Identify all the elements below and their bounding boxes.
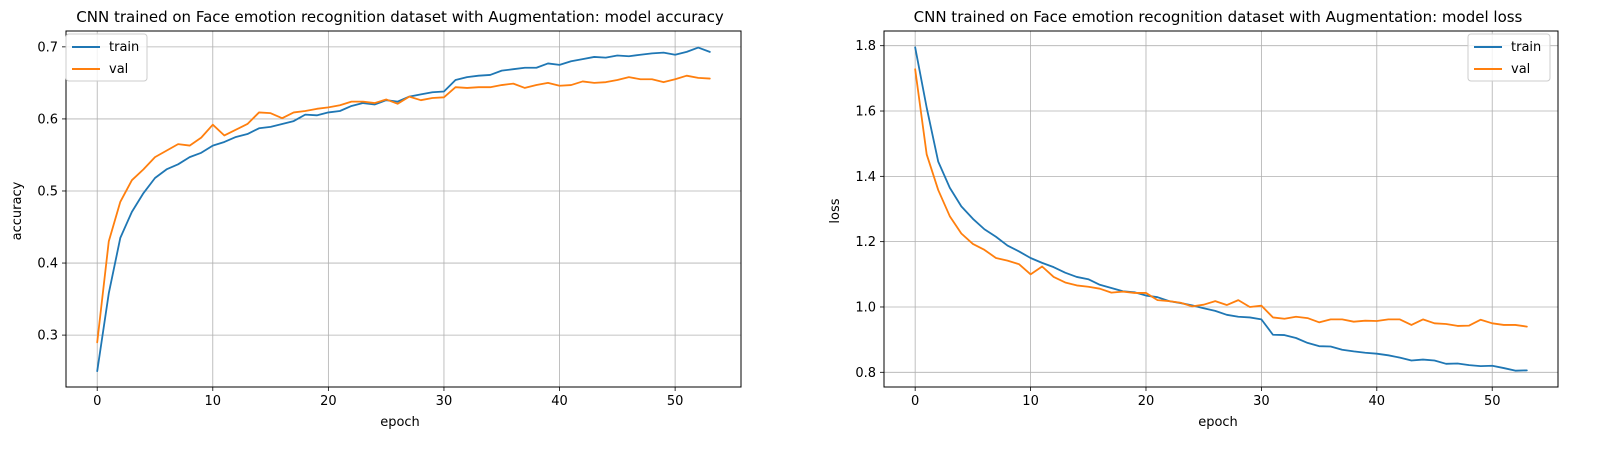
- accuracy-x-tick-label: 0: [93, 394, 101, 409]
- accuracy-y-tick-label: 0.4: [37, 257, 58, 272]
- accuracy-y-tick-label: 0.7: [37, 40, 58, 55]
- accuracy-chart: 0 10 20 30 40 50 0.3 0.4 0.5 0.6 0.7 CNN trained o…: [10, 8, 742, 430]
- accuracy-lines: [96, 46, 711, 373]
- loss-x-tick-label: 50: [1484, 394, 1501, 409]
- accuracy-ticks: 0 10 20 30 40 50 0.3 0.4 0.5 0.6 0.7: [37, 40, 683, 409]
- accuracy-val-line: [96, 74, 711, 344]
- accuracy-x-tick-label: 30: [436, 394, 453, 409]
- loss-chart-title: CNN trained on Face emotion recognition …: [914, 8, 1523, 26]
- accuracy-plot-frame: [65, 30, 742, 388]
- accuracy-x-tick-label: 50: [667, 394, 684, 409]
- accuracy-grid: [66, 31, 741, 387]
- loss-plot-frame: [883, 30, 1559, 388]
- accuracy-x-axis-label: epoch: [380, 415, 420, 430]
- loss-x-axis-label: epoch: [1198, 415, 1238, 430]
- loss-y-tick-label: 0.8: [855, 366, 876, 381]
- loss-grid: [884, 31, 1558, 387]
- loss-y-tick-label: 1.2: [855, 235, 876, 250]
- accuracy-x-tick-label: 20: [320, 394, 337, 409]
- loss-chart: 0 10 20 30 40 50 0.8 1.0 1.2 1.4 1.6 1.8 CNN traine…: [828, 8, 1559, 430]
- accuracy-legend-train-label: train: [109, 40, 139, 55]
- accuracy-legend-val-label: val: [109, 62, 128, 77]
- loss-legend-train-label: train: [1511, 40, 1541, 55]
- accuracy-x-tick-label: 10: [205, 394, 222, 409]
- loss-y-tick-label: 1.8: [855, 39, 876, 54]
- loss-y-tick-label: 1.6: [855, 105, 876, 120]
- loss-val-line: [914, 68, 1528, 328]
- accuracy-legend: train val: [65, 33, 148, 82]
- accuracy-chart-title: CNN trained on Face emotion recognition …: [76, 8, 724, 26]
- accuracy-y-tick-label: 0.6: [37, 112, 58, 127]
- loss-lines: [914, 46, 1528, 372]
- accuracy-y-tick-label: 0.5: [37, 184, 58, 199]
- loss-x-tick-label: 30: [1253, 394, 1270, 409]
- loss-x-tick-label: 0: [911, 394, 919, 409]
- loss-y-tick-label: 1.0: [855, 300, 876, 315]
- loss-ticks: 0 10 20 30 40 50 0.8 1.0 1.2 1.4 1.6 1.8: [855, 39, 1500, 409]
- loss-x-tick-label: 40: [1369, 394, 1386, 409]
- loss-legend: train val: [1467, 33, 1551, 82]
- loss-y-tick-label: 1.4: [855, 170, 876, 185]
- accuracy-y-axis-label: accuracy: [10, 181, 25, 240]
- loss-x-tick-label: 10: [1022, 394, 1039, 409]
- loss-legend-val-label: val: [1511, 62, 1530, 77]
- accuracy-x-tick-label: 40: [551, 394, 568, 409]
- loss-train-line: [914, 46, 1528, 372]
- loss-x-tick-label: 20: [1138, 394, 1155, 409]
- accuracy-y-tick-label: 0.3: [37, 329, 58, 344]
- accuracy-train-line: [96, 46, 711, 373]
- loss-y-axis-label: loss: [828, 198, 843, 223]
